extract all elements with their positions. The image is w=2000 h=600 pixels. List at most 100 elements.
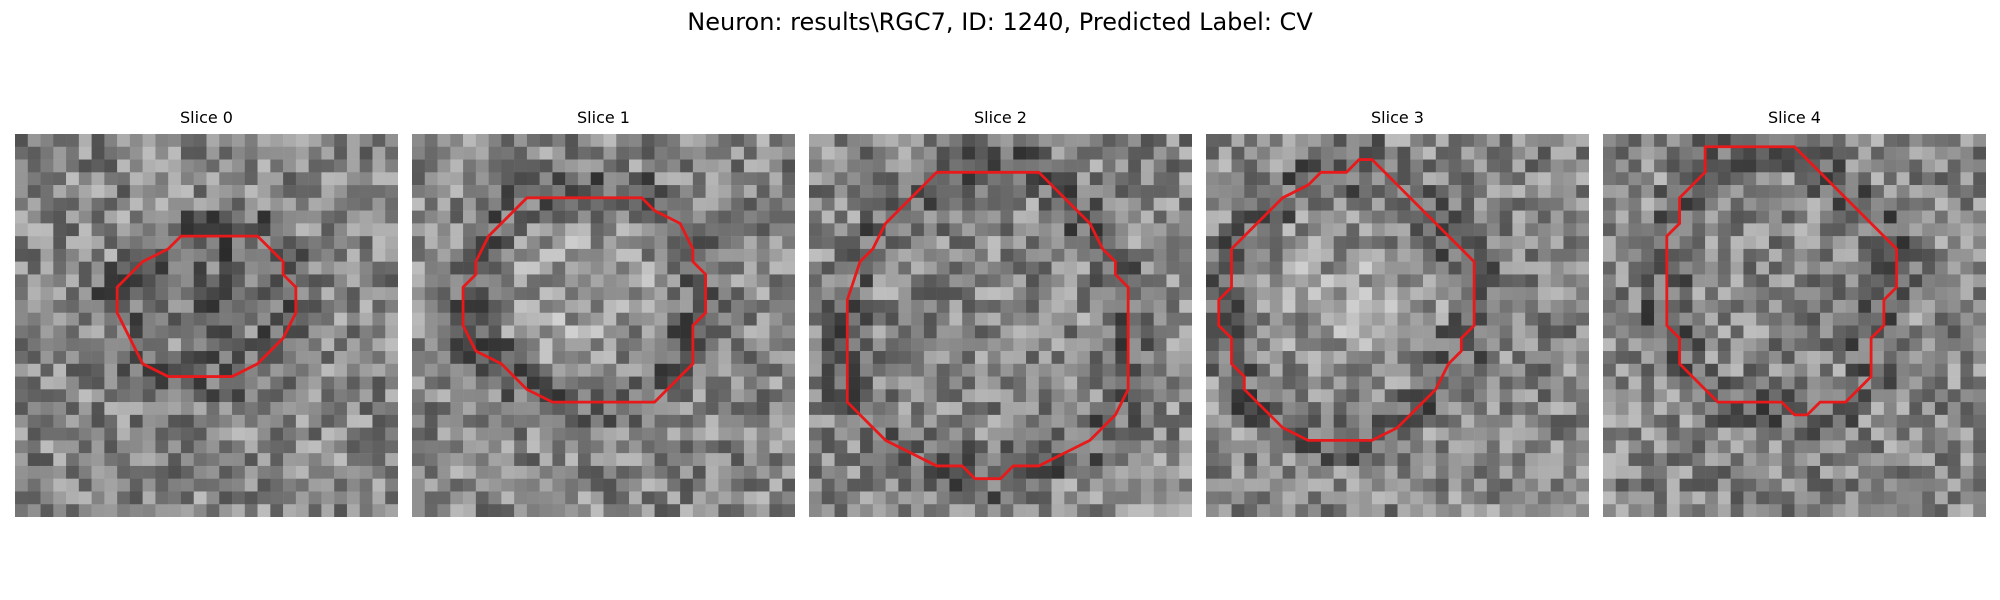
pixel [1525, 428, 1538, 441]
pixel [258, 479, 271, 492]
pixel [1039, 338, 1052, 351]
pixel [1410, 160, 1423, 173]
pixel [911, 326, 924, 339]
pixel [1948, 147, 1961, 160]
pixel [489, 402, 502, 415]
pixel [283, 453, 296, 466]
pixel [425, 504, 438, 517]
pixel [283, 236, 296, 249]
pixel [1782, 223, 1795, 236]
pixel [1603, 198, 1616, 211]
pixel [718, 389, 731, 402]
pixel [718, 338, 731, 351]
pixel [1385, 415, 1398, 428]
pixel [898, 415, 911, 428]
pixel [1973, 428, 1986, 441]
pixel [1960, 147, 1973, 160]
pixel [924, 300, 937, 313]
pixel [757, 274, 770, 287]
pixel [1603, 147, 1616, 160]
pixel [1244, 198, 1257, 211]
pixel [1680, 491, 1693, 504]
pixel [372, 402, 385, 415]
pixel [1680, 428, 1693, 441]
pixel [41, 479, 54, 492]
pixel [835, 262, 848, 275]
pixel [143, 262, 156, 275]
pixel [655, 313, 668, 326]
pixel [1782, 160, 1795, 173]
pixel [168, 389, 181, 402]
pixel [1731, 236, 1744, 249]
pixel [15, 147, 28, 160]
pixel [1154, 453, 1167, 466]
pixel [1077, 351, 1090, 364]
pixel [258, 326, 271, 339]
pixel [1179, 160, 1192, 173]
pixel [937, 172, 950, 185]
pixel [412, 364, 425, 377]
pixel [1039, 274, 1052, 287]
pixel [822, 504, 835, 517]
pixel [1897, 274, 1910, 287]
pixel [1334, 211, 1347, 224]
pixel [207, 504, 220, 517]
pixel [1909, 274, 1922, 287]
pixel [450, 160, 463, 173]
pixel [860, 389, 873, 402]
pixel [1154, 172, 1167, 185]
pixel [1090, 338, 1103, 351]
pixel [347, 134, 360, 147]
pixel [822, 466, 835, 479]
pixel [1807, 338, 1820, 351]
pixel [425, 287, 438, 300]
pixel [757, 377, 770, 390]
pixel [835, 453, 848, 466]
pixel [168, 428, 181, 441]
pixel [1909, 326, 1922, 339]
pixel [1270, 274, 1283, 287]
pixel [104, 338, 117, 351]
pixel [1500, 364, 1513, 377]
pixel [53, 262, 66, 275]
pixel [757, 134, 770, 147]
pixel [1346, 415, 1359, 428]
pixel [1295, 326, 1308, 339]
pixel [886, 428, 899, 441]
pixel [1616, 326, 1629, 339]
pixel [232, 338, 245, 351]
pixel [1321, 236, 1334, 249]
pixel [1743, 377, 1756, 390]
pixel [321, 160, 334, 173]
pixel [847, 134, 860, 147]
pixel [1013, 351, 1026, 364]
pixel [552, 287, 565, 300]
pixel [847, 479, 860, 492]
pixel [1232, 198, 1245, 211]
pixel [1359, 160, 1372, 173]
pixel [1512, 313, 1525, 326]
pixel [706, 274, 719, 287]
pixel [309, 313, 322, 326]
pixel [1563, 185, 1576, 198]
pixel [1846, 287, 1859, 300]
pixel [232, 236, 245, 249]
pixel [347, 147, 360, 160]
pixel [1973, 172, 1986, 185]
pixel [1103, 172, 1116, 185]
pixel [181, 440, 194, 453]
pixel [1654, 249, 1667, 262]
pixel [835, 351, 848, 364]
pixel [744, 491, 757, 504]
pixel [1960, 466, 1973, 479]
pixel [143, 415, 156, 428]
pixel [822, 287, 835, 300]
pixel [898, 160, 911, 173]
pixel [1077, 300, 1090, 313]
pixel [1884, 211, 1897, 224]
pixel [1551, 326, 1564, 339]
pixel [232, 466, 245, 479]
pixel [1385, 491, 1398, 504]
pixel [1935, 249, 1948, 262]
pixel [1001, 134, 1014, 147]
